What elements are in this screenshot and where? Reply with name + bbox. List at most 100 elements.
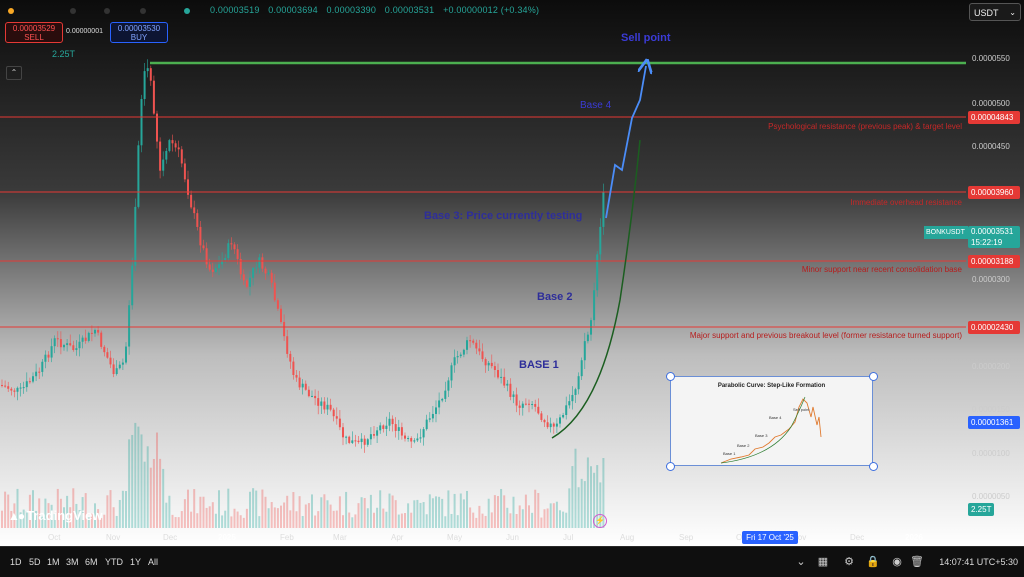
candle-body xyxy=(404,435,406,439)
volume-bar xyxy=(255,490,258,528)
volume-bar xyxy=(419,502,422,528)
volume-bar xyxy=(602,458,605,528)
candle-body xyxy=(25,381,28,388)
candle-body xyxy=(177,147,180,150)
volume-bar xyxy=(490,512,493,528)
volume-bar xyxy=(72,488,75,528)
resize-handle[interactable] xyxy=(666,462,675,471)
candle-body xyxy=(456,356,459,358)
sell-point-label: Sell point xyxy=(621,32,671,44)
candle-body xyxy=(128,305,131,347)
timeframe-all[interactable]: All xyxy=(148,557,159,567)
candle-body xyxy=(466,340,468,350)
volume-bar xyxy=(22,509,25,528)
candle-body xyxy=(475,342,478,349)
volume-bar xyxy=(149,467,152,528)
volume-bar xyxy=(444,516,447,528)
candle-body xyxy=(165,150,168,160)
collapse-legend-button[interactable]: ⌃ xyxy=(6,66,22,80)
volume-bar xyxy=(462,499,465,528)
candle-body xyxy=(450,365,453,381)
inset-curve xyxy=(720,396,806,464)
volume-bar xyxy=(565,512,568,528)
trash-icon[interactable]: 🗑 xyxy=(910,556,924,568)
volume-bar xyxy=(56,488,59,528)
currency-select[interactable]: USDT ⌄ xyxy=(969,3,1021,21)
lightning-icon[interactable]: ⚡ xyxy=(593,514,607,528)
price-tag-support-major: 0.00002430 xyxy=(968,321,1020,334)
price-tag-crosshair: 0.00001361 xyxy=(968,416,1020,429)
volume-bar xyxy=(168,495,171,528)
resize-handle[interactable] xyxy=(666,372,675,381)
timeframe-1m[interactable]: 1M xyxy=(47,557,60,567)
resize-handle[interactable] xyxy=(869,462,878,471)
timeframe-3m[interactable]: 3M xyxy=(66,557,79,567)
settings-icon[interactable]: ⚙ xyxy=(844,556,854,568)
volume-bar xyxy=(249,491,251,528)
calendar-range-icon[interactable]: ⌄ xyxy=(796,556,806,568)
timeframe-1d[interactable]: 1D xyxy=(10,557,22,567)
timeframe-5d[interactable]: 5D xyxy=(29,557,41,567)
price-tick: 0.0000550 xyxy=(972,54,1010,63)
price-tag-resistance-high: 0.00004843 xyxy=(968,111,1020,124)
volume-bar xyxy=(137,426,140,528)
candle-body xyxy=(56,338,59,340)
base1-label: BASE 1 xyxy=(519,359,559,371)
candle-body xyxy=(500,376,503,378)
time-tick: Jul xyxy=(563,533,574,542)
volume-bar xyxy=(577,487,580,528)
candle-body xyxy=(586,334,589,342)
time-tick: Sep xyxy=(679,533,694,542)
volume-bar xyxy=(500,488,503,528)
resize-handle[interactable] xyxy=(869,372,878,381)
volume-bar xyxy=(199,496,202,528)
volume-bar xyxy=(394,500,397,528)
volume-bar xyxy=(540,517,543,528)
candle-body xyxy=(4,385,7,387)
candle-body xyxy=(385,425,388,429)
volume-bar xyxy=(41,515,44,528)
timeframe-ytd[interactable]: YTD xyxy=(105,557,123,567)
lock-icon[interactable]: 🔒 xyxy=(866,556,880,568)
volume-bar xyxy=(593,472,596,528)
candle-body xyxy=(301,383,304,388)
candle-body xyxy=(146,68,149,72)
inset-image[interactable]: Parabolic Curve: Step-Like Formation Bas… xyxy=(670,376,873,466)
screenshot-icon[interactable]: ◉ xyxy=(892,556,902,568)
sell-label: SELL xyxy=(24,33,44,42)
candle-body xyxy=(255,267,258,269)
candle-body xyxy=(292,361,295,375)
candle-body xyxy=(351,440,354,443)
spread-value: 0.00000001 xyxy=(66,28,103,35)
volume-bar xyxy=(239,515,242,528)
volume-bar xyxy=(524,494,527,528)
buy-button[interactable]: 0.00003530 BUY xyxy=(110,22,168,43)
resistance-high-note: Psychological resistance (previous peak)… xyxy=(768,122,962,131)
volume-bar xyxy=(171,514,174,528)
candle-body xyxy=(121,362,124,365)
candle-body xyxy=(419,437,422,439)
volume-bar xyxy=(94,503,96,528)
layout-icon[interactable]: ▦ xyxy=(817,556,829,568)
volume-bar xyxy=(100,517,103,528)
volume-bar xyxy=(242,517,245,528)
price-tick: 0.0000500 xyxy=(972,99,1010,108)
volume-bar xyxy=(84,493,87,528)
candle-body xyxy=(503,376,506,386)
inset-title: Parabolic Curve: Step-Like Formation xyxy=(717,383,826,389)
timeframe-1y[interactable]: 1Y xyxy=(130,557,142,567)
candle-body xyxy=(236,249,239,259)
candle-body xyxy=(559,417,561,424)
candle-body xyxy=(342,427,344,438)
timeframe-6m[interactable]: 6M xyxy=(85,557,98,567)
price-chart[interactable]: Sell point Base 4 Base 3: Price currentl… xyxy=(0,0,1024,546)
chart-area[interactable]: Sell point Base 4 Base 3: Price currentl… xyxy=(0,0,1024,546)
volume-bar xyxy=(586,457,589,528)
candle-body xyxy=(38,371,41,373)
volume-bar xyxy=(466,490,468,528)
volume-bar xyxy=(326,500,329,528)
sell-button[interactable]: 0.00003529 SELL xyxy=(5,22,63,43)
candle-body xyxy=(329,404,332,410)
candle-body xyxy=(75,348,78,351)
volume-bar xyxy=(481,513,484,528)
